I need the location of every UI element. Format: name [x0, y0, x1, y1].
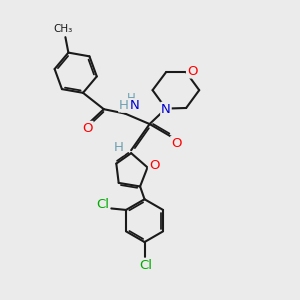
- Text: O: O: [82, 122, 93, 135]
- Text: O: O: [171, 136, 181, 150]
- Text: Cl: Cl: [96, 198, 109, 212]
- Text: O: O: [149, 159, 159, 172]
- Text: Cl: Cl: [140, 259, 152, 272]
- Text: N: N: [122, 99, 132, 112]
- Text: CH₃: CH₃: [53, 24, 73, 34]
- Text: H: H: [114, 141, 124, 154]
- Text: N: N: [161, 103, 171, 116]
- Text: O: O: [187, 64, 197, 78]
- Text: N: N: [129, 99, 139, 112]
- Text: H: H: [127, 92, 136, 105]
- Text: H: H: [119, 99, 129, 112]
